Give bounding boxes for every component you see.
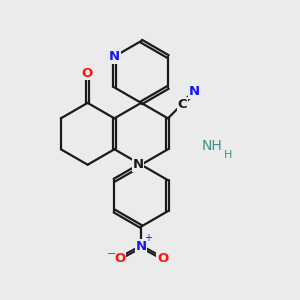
Text: C: C	[177, 98, 187, 111]
Text: O: O	[157, 252, 168, 266]
Text: O: O	[114, 252, 125, 266]
Text: −: −	[107, 250, 116, 260]
Text: N: N	[133, 158, 144, 171]
Text: O: O	[81, 67, 93, 80]
Text: N: N	[189, 85, 200, 98]
Text: N: N	[136, 240, 147, 253]
Text: H: H	[224, 150, 232, 160]
Text: +: +	[144, 233, 152, 243]
Text: N: N	[109, 50, 120, 63]
Text: NH: NH	[202, 139, 222, 153]
